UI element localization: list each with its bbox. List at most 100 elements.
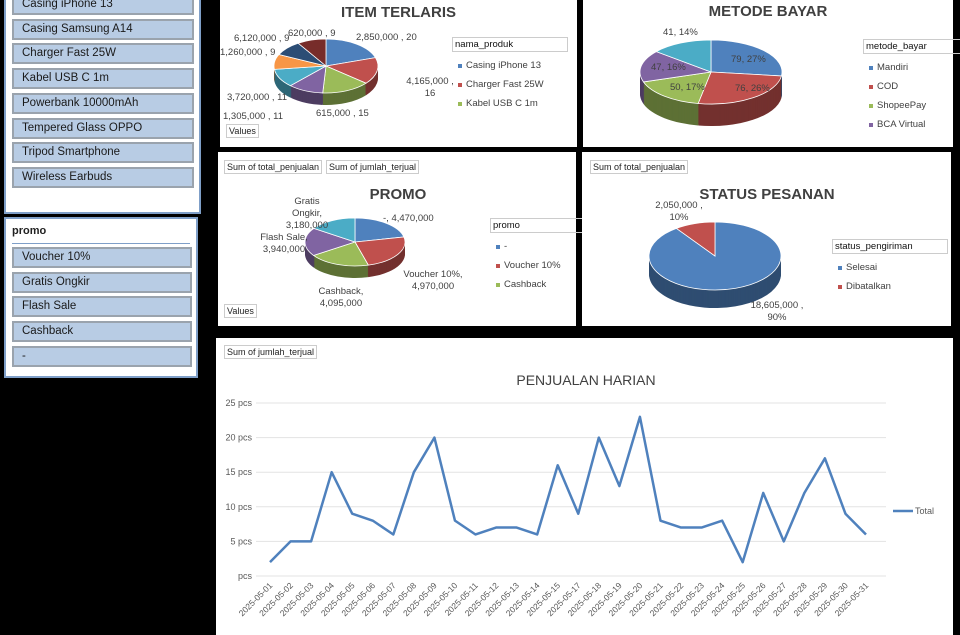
legend-label: Cashback	[504, 279, 547, 290]
data-label: 2,050,000 , 10%	[655, 200, 703, 223]
legend-label: ShopeePay	[877, 100, 927, 111]
data-label: 47, 16%	[651, 62, 686, 73]
pie-svg	[304, 217, 406, 278]
legend-item[interactable]: Dibatalkan	[832, 277, 948, 296]
data-label: 1,305,000 , 11	[223, 111, 284, 122]
slicer-item[interactable]: Tempered Glass OPPO	[12, 117, 194, 139]
legend-title: metode_bayar	[863, 39, 960, 54]
slicer-item[interactable]: Cashback	[12, 321, 192, 343]
field-button-jumlah-terjual[interactable]: Sum of jumlah_terjual	[224, 345, 318, 359]
slicer-item[interactable]: Charger Fast 25W	[12, 43, 194, 65]
pie-slice[interactable]	[354, 217, 405, 243]
data-label: 79, 27%	[731, 54, 766, 65]
chart-penjualan-harian[interactable]: Sum of jumlah_terjual PENJUALAN HARIAN p…	[216, 338, 953, 635]
slicer-item[interactable]: Powerbank 10000mAh	[12, 92, 194, 114]
chart-title: PENJUALAN HARIAN	[516, 372, 656, 388]
field-button-total-penjualan[interactable]: Sum of total_penjualan	[224, 160, 323, 174]
legend-label: Kabel USB C 1m	[466, 98, 538, 109]
y-tick-label: 15 pcs	[225, 467, 252, 477]
data-label: Gratis Ongkir, 3,180,000	[285, 196, 329, 231]
legend-label: COD	[877, 81, 899, 92]
legend-item[interactable]: -	[490, 237, 606, 256]
data-label: 620,000 , 9	[288, 28, 336, 39]
legend-item[interactable]: Casing iPhone 13	[452, 56, 568, 75]
slicer-item[interactable]: Casing Samsung A14	[12, 18, 194, 40]
legend-item[interactable]: Selesai	[832, 258, 948, 277]
chart-promo[interactable]: Sum of total_penjualan Sum of jumlah_ter…	[218, 152, 606, 326]
legend-label: Dibatalkan	[846, 281, 891, 292]
pie-slice[interactable]	[304, 227, 357, 256]
legend-marker	[458, 101, 462, 106]
chart-title: STATUS PESANAN	[699, 186, 835, 203]
field-button-values[interactable]: Values	[224, 304, 257, 318]
legend-label: Charger Fast 25W	[466, 79, 544, 90]
data-label: 3,720,000 , 11	[227, 92, 288, 103]
legend-label: -	[504, 241, 508, 252]
pie-slice[interactable]	[354, 236, 406, 266]
field-button-jumlah-terjual[interactable]: Sum of jumlah_terjual	[326, 160, 420, 174]
legend-label: BCA Virtual	[877, 119, 926, 130]
pie-slice[interactable]	[639, 51, 712, 83]
slicer-item[interactable]: Tripod Smartphone	[12, 142, 194, 164]
legend-item[interactable]: COD	[863, 77, 960, 96]
legend-marker	[496, 244, 500, 249]
legend-title: status_pengiriman	[832, 239, 948, 254]
data-label: 615,000 , 15	[316, 108, 369, 119]
chart-title: METODE BAYAR	[708, 3, 828, 20]
legend-item[interactable]: ShopeePay	[863, 96, 960, 115]
slicer-item[interactable]: -	[12, 345, 192, 367]
y-tick-label: pcs	[238, 571, 253, 581]
slicer-item[interactable]: Kabel USB C 1m	[12, 68, 194, 90]
slicer-item[interactable]: Gratis Ongkir	[12, 271, 192, 293]
y-tick-label: 20 pcs	[225, 433, 252, 443]
pie-slice[interactable]	[297, 38, 327, 67]
legend-item[interactable]: Voucher 10%	[490, 256, 606, 275]
slicer-nama-produk: Casing iPhone 13 Casing Samsung A14 Charge…	[4, 0, 201, 214]
field-button-total-penjualan[interactable]: Sum of total_penjualan	[590, 160, 689, 174]
legend-marker	[869, 122, 873, 127]
data-label: 2,850,000 , 20	[356, 32, 417, 43]
data-label: 41, 14%	[663, 27, 698, 38]
legend-marker	[838, 284, 842, 289]
legend: metode_bayar Mandiri COD ShopeePay BCA Virtu…	[863, 39, 960, 134]
chart-metode-bayar[interactable]: METODE BAYAR 79, 27% 76, 26% 50, 17% 47, 16…	[583, 0, 960, 147]
slicer-item[interactable]: Flash Sale	[12, 296, 192, 318]
chart-item-terlaris[interactable]: ITEM TERLARIS Values 2,850,000 , 20 4,165…	[220, 0, 577, 147]
legend: promo - Voucher 10% Cashback	[490, 218, 606, 294]
slicer-promo: promo Voucher 10% Gratis Ongkir Flash Sale…	[4, 217, 198, 378]
pie-slice[interactable]	[675, 221, 716, 257]
legend-marker	[869, 84, 873, 89]
series-line-total[interactable]	[269, 415, 867, 564]
data-label: Voucher 10%, 4,970,000	[403, 269, 463, 292]
data-label: 18,605,000 , 90%	[750, 300, 804, 323]
legend-item[interactable]: Mandiri	[863, 58, 960, 77]
divider	[12, 243, 190, 244]
legend-label: Voucher 10%	[504, 260, 561, 271]
pie-slice[interactable]	[322, 65, 367, 94]
legend-marker	[496, 263, 500, 268]
slicer-item[interactable]: Casing iPhone 13	[12, 0, 194, 15]
y-tick-label: 25 pcs	[225, 398, 252, 408]
pie-slice[interactable]	[312, 217, 356, 243]
data-label: 50, 17%	[670, 82, 705, 93]
slicer-item[interactable]: Wireless Earbuds	[12, 166, 194, 188]
slicer-item[interactable]: Voucher 10%	[12, 247, 192, 268]
legend-marker	[838, 265, 842, 270]
legend-marker	[869, 65, 873, 70]
pie-slice[interactable]	[312, 241, 369, 267]
pie-slice[interactable]	[697, 71, 782, 105]
legend-item[interactable]: Cashback	[490, 275, 606, 294]
pie-slice[interactable]	[325, 38, 377, 67]
legend-marker	[458, 63, 462, 68]
pie-slice[interactable]	[324, 57, 379, 84]
pie-slice[interactable]	[710, 39, 783, 77]
legend-item[interactable]: BCA Virtual	[863, 115, 960, 134]
field-button-values[interactable]: Values	[226, 124, 259, 138]
pie-slice[interactable]	[655, 39, 712, 73]
legend-label: Total	[915, 506, 934, 516]
chart-status-pesanan[interactable]: Sum of total_penjualan STATUS PESANAN 18…	[582, 152, 951, 326]
legend-item[interactable]: Charger Fast 25W	[452, 75, 568, 94]
y-tick-label: 5 pcs	[230, 536, 252, 546]
legend-item[interactable]: Kabel USB C 1m	[452, 94, 568, 113]
legend-marker	[496, 282, 500, 287]
